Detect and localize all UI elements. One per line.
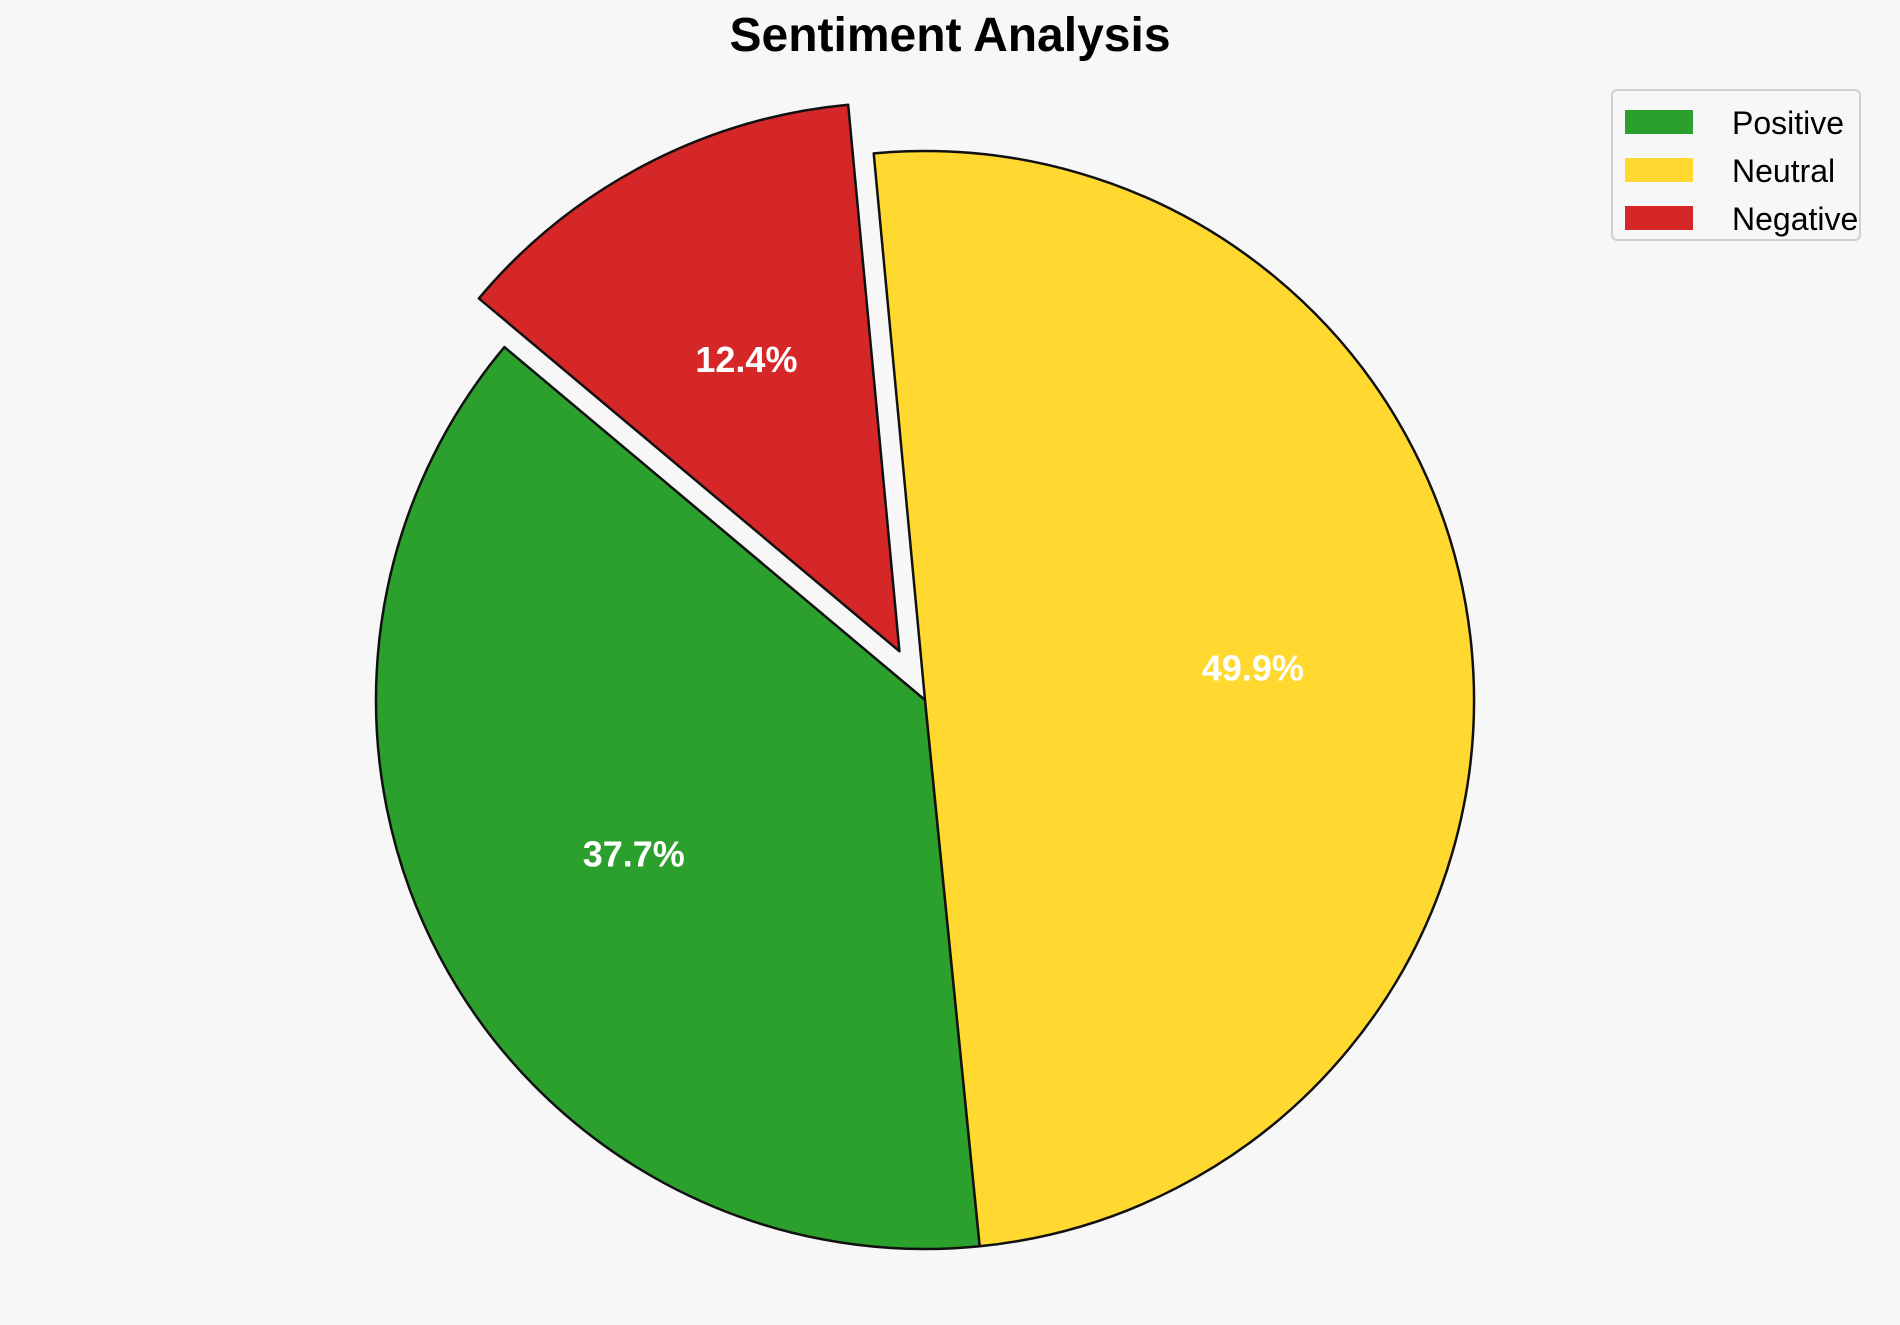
slice-label-neutral: 49.9% — [1202, 648, 1304, 689]
slice-negative — [477, 103, 901, 653]
legend-label-negative: Negative — [1732, 201, 1859, 237]
legend-swatch-neutral — [1625, 158, 1693, 182]
legend-swatch-positive — [1625, 110, 1693, 134]
legend: Positive Neutral Negative — [1611, 89, 1861, 241]
chart-title: Sentiment Analysis — [729, 9, 1171, 62]
slice-neutral — [872, 149, 1476, 1248]
legend-item-positive: Positive — [1625, 101, 1857, 141]
legend-label-neutral: Neutral — [1732, 153, 1836, 189]
slice-label-negative: 12.4% — [695, 339, 797, 380]
slice-label-positive: 37.7% — [583, 833, 685, 874]
legend-item-neutral: Neutral — [1625, 149, 1857, 189]
legend-swatch-negative — [1625, 206, 1693, 230]
legend-label-positive: Positive — [1732, 105, 1845, 141]
slice-positive — [374, 345, 981, 1251]
legend-item-negative: Negative — [1625, 197, 1859, 237]
